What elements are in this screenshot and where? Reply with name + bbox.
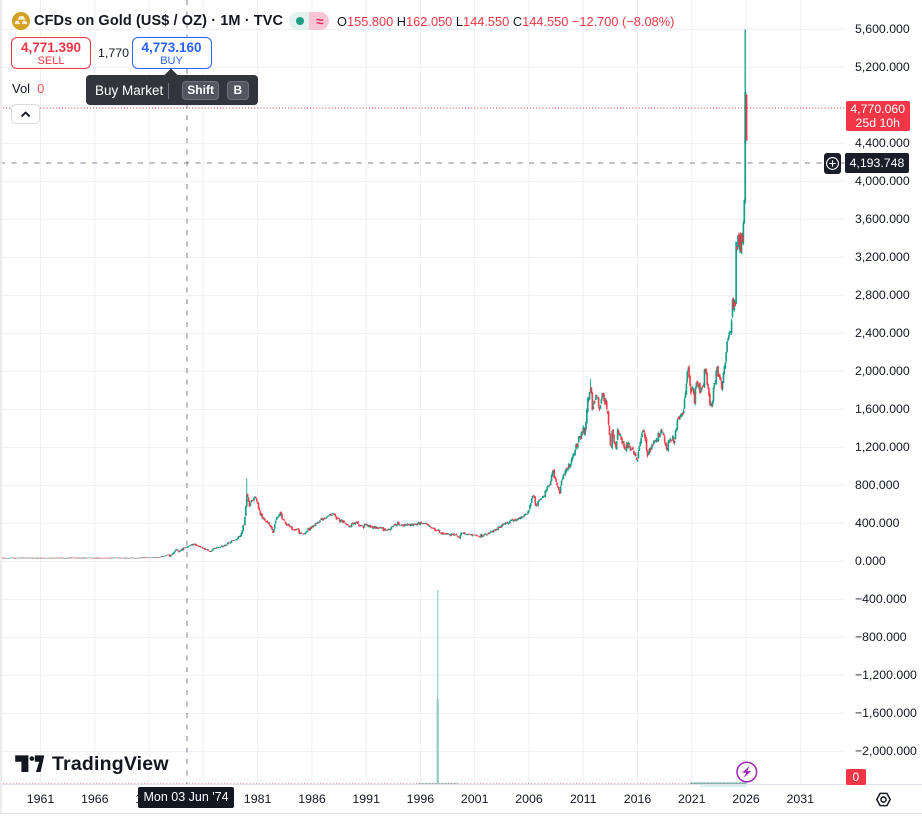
svg-text:TradingView: TradingView <box>52 753 169 774</box>
